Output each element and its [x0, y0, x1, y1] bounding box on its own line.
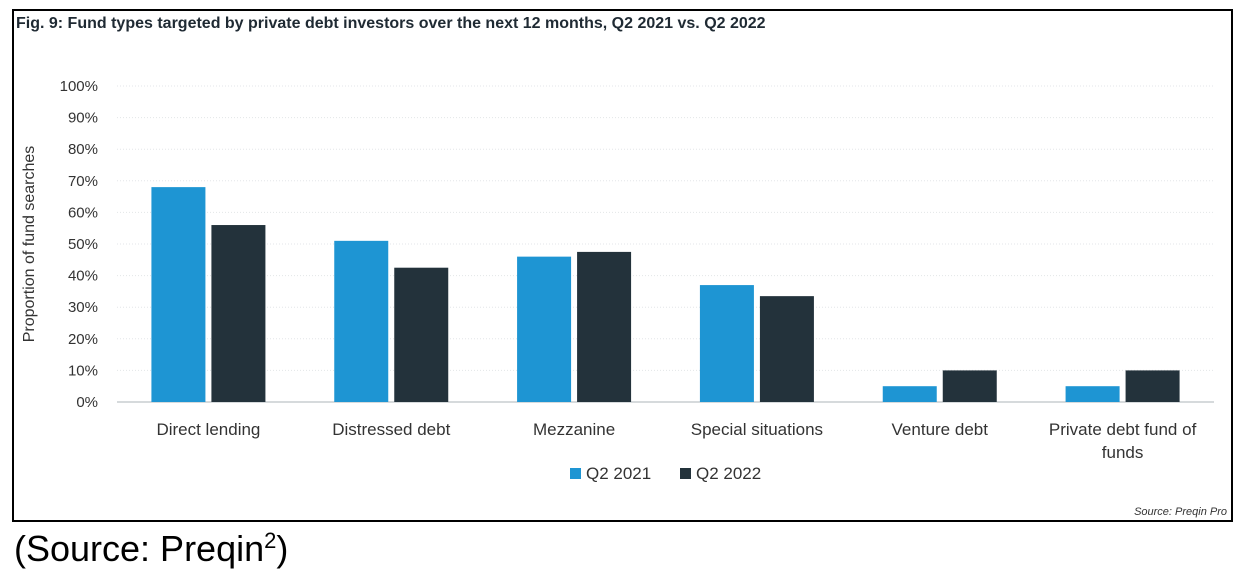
bar [394, 267, 449, 402]
bar [1125, 370, 1180, 402]
bar [699, 285, 754, 402]
legend-swatch [570, 468, 581, 479]
figure-frame: Fig. 9: Fund types targeted by private d… [12, 9, 1233, 522]
y-tick-label: 20% [68, 331, 98, 348]
legend-swatch [680, 468, 691, 479]
bar [151, 187, 206, 402]
y-tick-label: 30% [68, 299, 98, 316]
bar [334, 240, 389, 402]
caption-closing: ) [276, 528, 289, 569]
y-tick-label: 50% [68, 236, 98, 253]
y-tick-label: 40% [68, 268, 98, 285]
y-tick-label: 100% [60, 78, 98, 95]
y-tick-label: 60% [68, 204, 98, 221]
caption: (Source: Preqin2) [14, 528, 288, 570]
bar [1065, 386, 1120, 402]
bar [211, 225, 266, 402]
caption-superscript: 2 [264, 528, 277, 553]
x-tick-label: Direct lending [156, 420, 260, 439]
bar [882, 386, 937, 402]
y-tick-label: 0% [76, 394, 98, 411]
y-axis-label: Proportion of fund searches [21, 146, 38, 343]
y-tick-label: 80% [68, 141, 98, 158]
bar [942, 370, 997, 402]
legend-label: Q2 2022 [696, 464, 761, 483]
y-tick-label: 90% [68, 110, 98, 127]
legend-label: Q2 2021 [586, 464, 651, 483]
bar [517, 256, 572, 402]
bar-chart: 0% 10% 20% 30% 40% 50% 60% 70% 80% 90% 100% Proport… [21, 78, 1214, 483]
x-tick-label: Mezzanine [533, 420, 615, 439]
x-tick-label: Distressed debt [332, 420, 450, 439]
bar [577, 251, 632, 402]
figure-title: Fig. 9: Fund types targeted by private d… [16, 15, 766, 32]
y-tick-label: 70% [68, 173, 98, 190]
x-tick-label: Private debt fund of funds [1049, 420, 1197, 462]
source-note: Source: Preqin Pro [1134, 506, 1227, 518]
y-tick-label: 10% [68, 362, 98, 379]
x-tick-label: Special situations [691, 420, 823, 439]
caption-text: (Source: Preqin [14, 528, 265, 569]
bar [759, 296, 814, 402]
x-tick-label: Venture debt [892, 420, 989, 439]
